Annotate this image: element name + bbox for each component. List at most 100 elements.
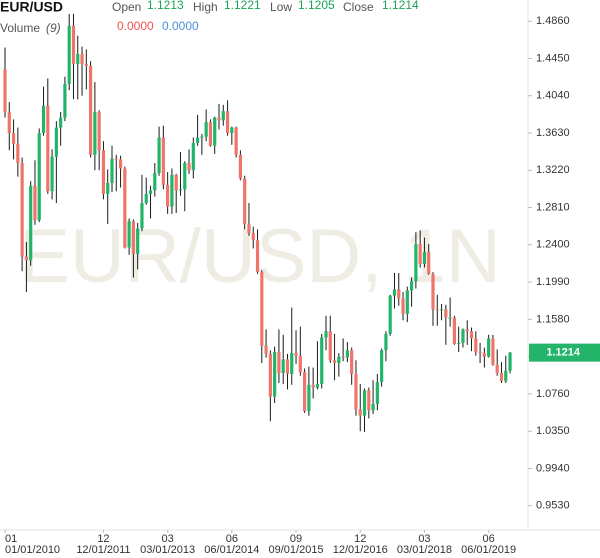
close-label: Close [343, 0, 374, 14]
x-tick-month: 06 [226, 533, 238, 545]
candle-body [315, 383, 320, 388]
candle-body [84, 63, 88, 66]
candle-body [93, 112, 97, 155]
candle-body [238, 154, 242, 179]
candle-body [508, 352, 512, 371]
y-tick-label: 1.1580 [536, 313, 570, 325]
x-tick-label: 03/01/2018 [397, 544, 452, 556]
x-tick-month: 06 [483, 533, 495, 545]
candle-body [251, 233, 255, 241]
candle-body [264, 345, 268, 354]
candle-body [290, 353, 294, 374]
candle-body [71, 25, 76, 64]
candle-body [303, 372, 307, 412]
open-label: Open [112, 0, 141, 14]
candle-body [457, 343, 461, 344]
x-tick-label: 12/01/2016 [333, 544, 388, 556]
candle-body [106, 183, 110, 194]
candle-body [431, 273, 435, 310]
candle-body [337, 356, 341, 363]
candle-body [208, 122, 213, 146]
volume-label: Volume [0, 21, 40, 35]
candle-body [452, 317, 456, 344]
candle-body [24, 256, 28, 261]
candle-body [427, 252, 431, 274]
candle-body [170, 174, 174, 207]
high-value: 1.1221 [224, 0, 261, 12]
candle-body [136, 228, 140, 254]
candle-body [114, 158, 118, 160]
x-tick-month: 12 [354, 533, 366, 545]
low-value: 1.1205 [298, 0, 335, 12]
y-tick-label: 1.0350 [536, 425, 570, 437]
x-tick-label: 06/01/2019 [461, 544, 516, 556]
candle-body [63, 83, 67, 118]
y-tick-label: 1.1990 [536, 276, 570, 288]
candle-body [311, 384, 315, 388]
candle-body [110, 158, 114, 183]
candle-body [204, 122, 208, 137]
low-label: Low [270, 0, 292, 14]
x-tick-month: 12 [97, 533, 109, 545]
candle-body [392, 289, 397, 296]
candle-body [504, 370, 508, 382]
candle-body [50, 156, 54, 192]
x-tick-label: 12/01/2011 [76, 544, 130, 556]
y-tick-label: 1.2810 [536, 201, 570, 213]
volume-value: 0.0000 [162, 19, 199, 33]
candle-body [191, 143, 195, 171]
candle-body [388, 295, 392, 334]
candle-body [80, 53, 84, 64]
x-tick-label: 03/01/2013 [140, 544, 195, 556]
candle-body [367, 390, 371, 411]
x-tick-month: 09 [290, 533, 302, 545]
candle-body [469, 331, 474, 339]
open-value: 1.1213 [147, 0, 184, 12]
candle-body [435, 309, 439, 311]
candle-body [384, 333, 388, 351]
candle-body [217, 117, 221, 121]
candle-body [487, 338, 491, 357]
x-tick-label: 06/01/2014 [204, 544, 259, 556]
candle-body [97, 112, 101, 151]
candle-body [230, 127, 234, 133]
y-tick-label: 1.4860 [536, 15, 570, 27]
volume-value: 0.0000 [117, 19, 154, 33]
candle-body [345, 350, 349, 358]
candle-body [328, 331, 332, 361]
candle-body [20, 163, 24, 257]
x-tick-label: 09/01/2015 [269, 544, 324, 556]
close-value: 1.1214 [382, 0, 419, 12]
candle-body [422, 252, 427, 264]
candle-body [375, 382, 379, 404]
candle-body [33, 185, 37, 221]
candle-body [37, 133, 41, 221]
candle-body [465, 329, 469, 332]
candle-body [196, 137, 200, 143]
candle-body [247, 223, 251, 233]
candle-body [161, 137, 165, 185]
candle-body [178, 189, 183, 191]
candle-body [307, 384, 311, 412]
candle-body [397, 289, 401, 299]
candle-body [221, 111, 225, 121]
candle-body [474, 338, 478, 353]
candle-body [89, 65, 93, 155]
candle-body [285, 359, 290, 374]
candle-body [200, 136, 204, 138]
candle-body [11, 133, 16, 144]
x-tick-month: 03 [418, 533, 430, 545]
candle-body [491, 338, 495, 365]
price-tag-label: 1.1214 [546, 347, 581, 359]
candle-body [350, 350, 354, 374]
candle-body [277, 352, 281, 373]
candle-body [148, 190, 153, 194]
candle-body [255, 240, 260, 273]
candle-body [153, 173, 157, 191]
candle-body [371, 403, 375, 411]
candle-body [448, 317, 452, 319]
candle-body [127, 221, 131, 248]
candle-body [29, 185, 33, 261]
candle-body [67, 25, 71, 84]
candle-body [234, 127, 238, 155]
